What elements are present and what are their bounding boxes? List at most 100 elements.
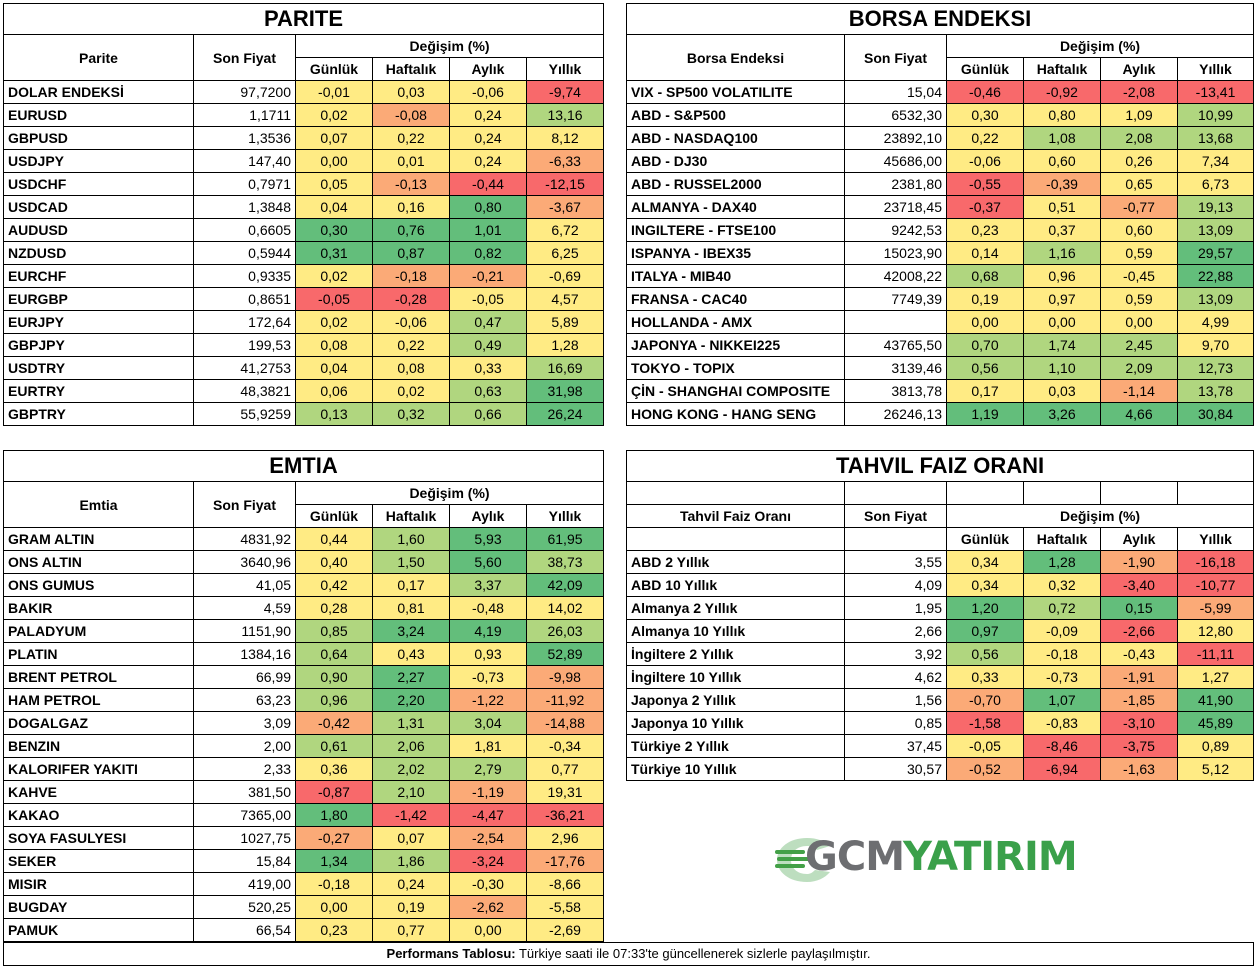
col-name-header: Borsa Endeksi: [626, 34, 845, 81]
table-row: HAM PETROL 63,23 0,96 2,20 -1,22 -11,92: [3, 688, 605, 712]
row-price: 3,55: [844, 550, 947, 574]
change-cell: -0,48: [449, 596, 527, 620]
change-cell: 2,02: [372, 757, 450, 781]
blank-cell: [844, 481, 947, 505]
row-price: 26246,13: [844, 402, 947, 426]
change-cell: 1,80: [295, 803, 373, 827]
row-price: 0,85: [844, 711, 947, 735]
table-row: ABD - NASDAQ100 23892,10 0,22 1,08 2,08 13,68: [626, 126, 1255, 150]
row-name: Türkiye 2 Yıllık: [626, 734, 845, 758]
change-cell: -0,83: [1023, 711, 1101, 735]
change-cell: -0,28: [372, 287, 450, 311]
table-row: AUDUSD 0,6605 0,30 0,76 1,01 6,72: [3, 218, 605, 242]
change-cell: 0,97: [1023, 287, 1101, 311]
period-header: Yıllık: [525, 504, 605, 528]
change-cell: 0,00: [449, 918, 527, 942]
table-row: HOLLANDA - AMX 0,00 0,00 0,00 4,99: [626, 310, 1255, 334]
row-price: 15,84: [193, 849, 296, 873]
change-cell: -0,70: [946, 688, 1024, 712]
table-row: EURCHF 0,9335 0,02 -0,18 -0,21 -0,69: [3, 264, 605, 288]
table-row: Türkiye 2 Yıllık 37,45 -0,05 -8,46 -3,75 0,89: [626, 734, 1255, 758]
change-cell: 0,66: [449, 402, 527, 426]
row-price: 1027,75: [193, 826, 296, 850]
row-price: 4831,92: [193, 527, 296, 551]
change-cell: 0,72: [1023, 596, 1101, 620]
row-name: BUGDAY: [3, 895, 194, 919]
change-cell: 8,12: [525, 126, 605, 150]
change-cell: 26,03: [525, 619, 605, 643]
row-name: PAMUK: [3, 918, 194, 942]
change-cell: 61,95: [525, 527, 605, 551]
change-cell: -0,05: [449, 287, 527, 311]
period-row: Günlük Haftalık Aylık Yıllık: [4, 57, 605, 81]
table-row: GRAM ALTIN 4831,92 0,44 1,60 5,93 61,95: [3, 527, 605, 551]
row-price: 37,45: [844, 734, 947, 758]
change-cell: 1,74: [1023, 333, 1101, 357]
col-change-header: Değişim (%): [294, 481, 605, 505]
change-cell: 1,34: [295, 849, 373, 873]
change-cell: -0,77: [1100, 195, 1178, 219]
table-row: BAKIR 4,59 0,28 0,81 -0,48 14,02: [3, 596, 605, 620]
table-row: GBPJPY 199,53 0,08 0,22 0,49 1,28: [3, 333, 605, 357]
change-cell: -0,05: [295, 287, 373, 311]
change-cell: -0,06: [449, 80, 527, 104]
table-row: VIX - SP500 VOLATILITE 15,04 -0,46 -0,92 -2,…: [626, 80, 1255, 104]
row-price: 43765,50: [844, 333, 947, 357]
change-cell: 0,03: [1023, 379, 1101, 403]
change-cell: 1,09: [1100, 103, 1178, 127]
gcm-yatirim-logo: GCM YATIRIM: [775, 826, 1095, 892]
change-cell: -3,24: [449, 849, 527, 873]
change-cell: 0,33: [946, 665, 1024, 689]
table-row: KAKAO 7365,00 1,80 -1,42 -4,47 -36,21: [3, 803, 605, 827]
change-cell: 0,61: [295, 734, 373, 758]
change-cell: 2,06: [372, 734, 450, 758]
change-cell: 0,80: [1023, 103, 1101, 127]
change-cell: 0,02: [372, 379, 450, 403]
change-cell: -0,42: [295, 711, 373, 735]
row-price: 63,23: [193, 688, 296, 712]
row-price: 55,9259: [193, 402, 296, 426]
row-name: NZDUSD: [3, 241, 194, 265]
change-cell: 0,49: [449, 333, 527, 357]
change-cell: -1,42: [372, 803, 450, 827]
change-cell: 0,82: [449, 241, 527, 265]
change-cell: 0,23: [946, 218, 1024, 242]
change-cell: 0,77: [525, 757, 605, 781]
change-cell: 0,16: [372, 195, 450, 219]
change-cell: 4,57: [525, 287, 605, 311]
change-cell: 1,86: [372, 849, 450, 873]
change-cell: 0,42: [295, 573, 373, 597]
row-name: Almanya 10 Yıllık: [626, 619, 845, 643]
period-header: Aylık: [1100, 57, 1178, 81]
change-cell: 0,26: [1100, 149, 1178, 173]
change-cell: -0,05: [946, 734, 1024, 758]
change-cell: 0,65: [1100, 172, 1178, 196]
table-row: JAPONYA - NIKKEI225 43765,50 0,70 1,74 2,45 9…: [626, 333, 1255, 357]
change-cell: 0,59: [1100, 287, 1178, 311]
blank-cell: [1176, 481, 1255, 505]
row-price: 172,64: [193, 310, 296, 334]
change-cell: 7,34: [1176, 149, 1255, 173]
row-name: EURGBP: [3, 287, 194, 311]
row-name: GBPJPY: [3, 333, 194, 357]
table-row: KALORIFER YAKITI 2,33 0,36 2,02 2,79 0,77: [3, 757, 605, 781]
change-cell: 0,89: [1176, 734, 1255, 758]
row-price: 48,3821: [193, 379, 296, 403]
change-cell: 2,96: [525, 826, 605, 850]
change-cell: -0,18: [1023, 642, 1101, 666]
table-row: İngiltere 2 Yıllık 3,92 0,56 -0,18 -0,43 -11,…: [626, 642, 1255, 666]
table-row: BENZIN 2,00 0,61 2,06 1,81 -0,34: [3, 734, 605, 758]
change-cell: -1,63: [1100, 757, 1178, 781]
table-row: SEKER 15,84 1,34 1,86 -3,24 -17,76: [3, 849, 605, 873]
row-price: 30,57: [844, 757, 947, 781]
emtia-panel: EMTIA Emtia Son Fiyat Değişim (%) Günlük Haft…: [2, 450, 605, 942]
row-price: 3640,96: [193, 550, 296, 574]
logo-yatirim-text: YATIRIM: [903, 834, 1078, 880]
table-row: EURJPY 172,64 0,02 -0,06 0,47 5,89: [3, 310, 605, 334]
title-row: TAHVIL FAIZ ORANI: [625, 450, 1255, 482]
change-cell: 0,02: [295, 103, 373, 127]
col-name-header: Emtia: [3, 481, 194, 528]
blank-header-row: [626, 481, 1255, 505]
row-name: Türkiye 10 Yıllık: [626, 757, 845, 781]
row-price: 45686,00: [844, 149, 947, 173]
